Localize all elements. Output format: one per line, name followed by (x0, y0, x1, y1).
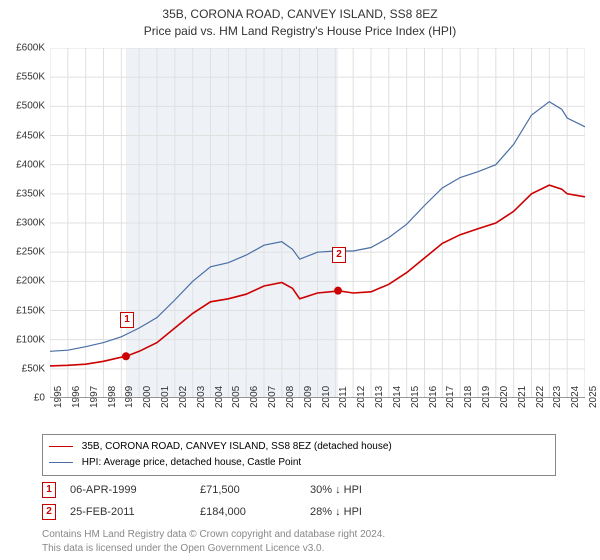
sale-price-1: £71,500 (200, 484, 310, 496)
x-axis-label: 2006 (249, 386, 260, 408)
x-axis-label: 2022 (535, 386, 546, 408)
y-axis-label: £0 (34, 393, 45, 404)
line-chart-svg (50, 48, 585, 398)
y-axis-label: £100K (16, 334, 45, 345)
x-axis-label: 1995 (53, 386, 64, 408)
x-axis-label: 2025 (588, 386, 599, 408)
sale-date-1: 06-APR-1999 (70, 484, 200, 496)
sale-marker-1: 1 (42, 482, 56, 498)
y-axis-label: £250K (16, 247, 45, 258)
x-axis-label: 2005 (231, 386, 242, 408)
x-axis-label: 2021 (517, 386, 528, 408)
x-axis-label: 2012 (356, 386, 367, 408)
x-axis-label: 2017 (445, 386, 456, 408)
footer-line-1: Contains HM Land Registry data © Crown c… (42, 528, 385, 542)
sale-row-2: 2 25-FEB-2011 £184,000 28% ↓ HPI (42, 504, 362, 520)
legend-item-hpi: HPI: Average price, detached house, Cast… (49, 455, 549, 471)
y-axis-label: £50K (22, 363, 45, 374)
x-axis-label: 2011 (338, 386, 349, 408)
x-axis-label: 2015 (410, 386, 421, 408)
y-axis-label: £550K (16, 72, 45, 83)
chart-title: 35B, CORONA ROAD, CANVEY ISLAND, SS8 8EZ… (0, 0, 600, 40)
sale-delta-2: 28% ↓ HPI (310, 506, 362, 518)
chart-container: 35B, CORONA ROAD, CANVEY ISLAND, SS8 8EZ… (0, 0, 600, 560)
y-axis-label: £400K (16, 159, 45, 170)
x-axis-label: 2023 (552, 386, 563, 408)
legend-swatch-property (49, 446, 73, 447)
x-axis-label: 1999 (124, 386, 135, 408)
x-axis-label: 1996 (71, 386, 82, 408)
sale-delta-1: 30% ↓ HPI (310, 484, 362, 496)
x-axis-label: 1998 (107, 386, 118, 408)
legend-item-property: 35B, CORONA ROAD, CANVEY ISLAND, SS8 8EZ… (49, 439, 549, 455)
x-axis-label: 2014 (392, 386, 403, 408)
title-line-1: 35B, CORONA ROAD, CANVEY ISLAND, SS8 8EZ (0, 6, 600, 23)
legend-swatch-hpi (49, 462, 73, 463)
x-axis-label: 2000 (142, 386, 153, 408)
y-axis-label: £450K (16, 130, 45, 141)
legend: 35B, CORONA ROAD, CANVEY ISLAND, SS8 8EZ… (42, 434, 556, 476)
sale-row-1: 1 06-APR-1999 £71,500 30% ↓ HPI (42, 482, 362, 498)
x-axis-label: 2016 (428, 386, 439, 408)
x-axis-label: 2003 (196, 386, 207, 408)
y-axis-label: £500K (16, 101, 45, 112)
footer-attribution: Contains HM Land Registry data © Crown c… (42, 528, 385, 556)
footer-line-2: This data is licensed under the Open Gov… (42, 542, 385, 556)
title-line-2: Price paid vs. HM Land Registry's House … (0, 23, 600, 40)
sale-price-2: £184,000 (200, 506, 310, 518)
x-axis-label: 2013 (374, 386, 385, 408)
y-axis-label: £350K (16, 188, 45, 199)
x-axis-label: 2019 (481, 386, 492, 408)
sale-marker-2: 2 (42, 504, 56, 520)
y-axis-label: £600K (16, 43, 45, 54)
x-axis-label: 2002 (178, 386, 189, 408)
x-axis-label: 2007 (267, 386, 278, 408)
x-axis-label: 2001 (160, 386, 171, 408)
y-axis-label: £200K (16, 276, 45, 287)
legend-label-property: 35B, CORONA ROAD, CANVEY ISLAND, SS8 8EZ… (82, 441, 392, 452)
x-axis-label: 1997 (89, 386, 100, 408)
x-axis-label: 2010 (321, 386, 332, 408)
y-axis-label: £300K (16, 218, 45, 229)
x-axis-label: 2009 (303, 386, 314, 408)
x-axis-label: 2008 (285, 386, 296, 408)
x-axis-label: 2004 (214, 386, 225, 408)
legend-label-hpi: HPI: Average price, detached house, Cast… (82, 457, 301, 468)
chart-marker-1: 1 (120, 312, 134, 328)
chart-marker-2: 2 (332, 247, 346, 263)
x-axis-label: 2020 (499, 386, 510, 408)
sale-date-2: 25-FEB-2011 (70, 506, 200, 518)
y-axis-label: £150K (16, 305, 45, 316)
x-axis-label: 2018 (463, 386, 474, 408)
x-axis-label: 2024 (570, 386, 581, 408)
plot-area: £0£50K£100K£150K£200K£250K£300K£350K£400… (50, 48, 585, 398)
